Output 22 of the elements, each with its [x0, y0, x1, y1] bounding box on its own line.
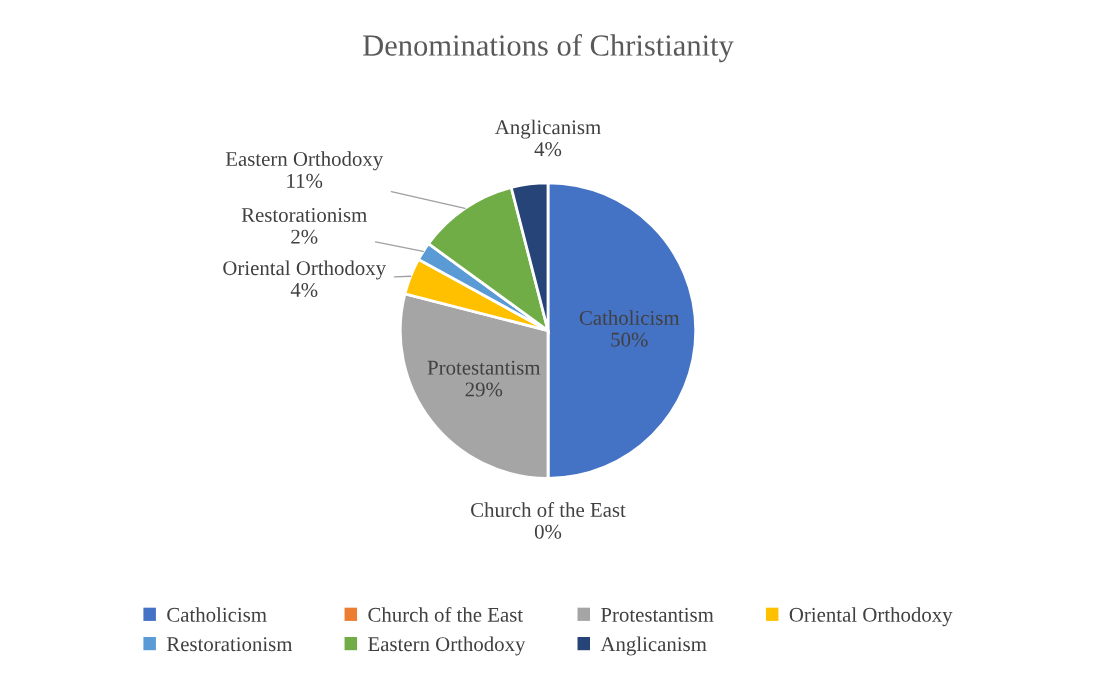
- text: 0%: [534, 524, 562, 539]
- legend-label: Protestantism: [601, 607, 714, 622]
- legend-label: Anglicanism: [600, 636, 707, 656]
- slice-label: Restorationism: [241, 207, 367, 222]
- slice-label: Oriental Orthodoxy: [223, 260, 387, 280]
- data-label: 11%: [287, 173, 323, 188]
- data-label: 29%: [465, 382, 503, 397]
- chart-title: Denominations of Christianity: [363, 34, 734, 63]
- slice-label: Anglicanism: [494, 119, 601, 139]
- legend-label: Restorationism: [166, 637, 293, 652]
- data-label: 4%: [534, 142, 562, 157]
- data-label: 50%: [611, 332, 648, 347]
- slice-label: Protestantism: [427, 360, 541, 375]
- slice-label: Catholicism: [579, 310, 680, 325]
- data-label: 4%: [290, 282, 318, 298]
- legend-label: Catholicism: [167, 607, 267, 622]
- category-label: Church of the East: [471, 502, 626, 517]
- data-label: 2%: [291, 229, 318, 244]
- legend-label: Eastern Orthodoxy: [368, 636, 526, 656]
- legend-label: Church of the East: [368, 606, 523, 622]
- legend-label: Oriental Orthodoxy: [789, 607, 953, 627]
- slice-label: Eastern Orthodoxy: [225, 151, 384, 171]
